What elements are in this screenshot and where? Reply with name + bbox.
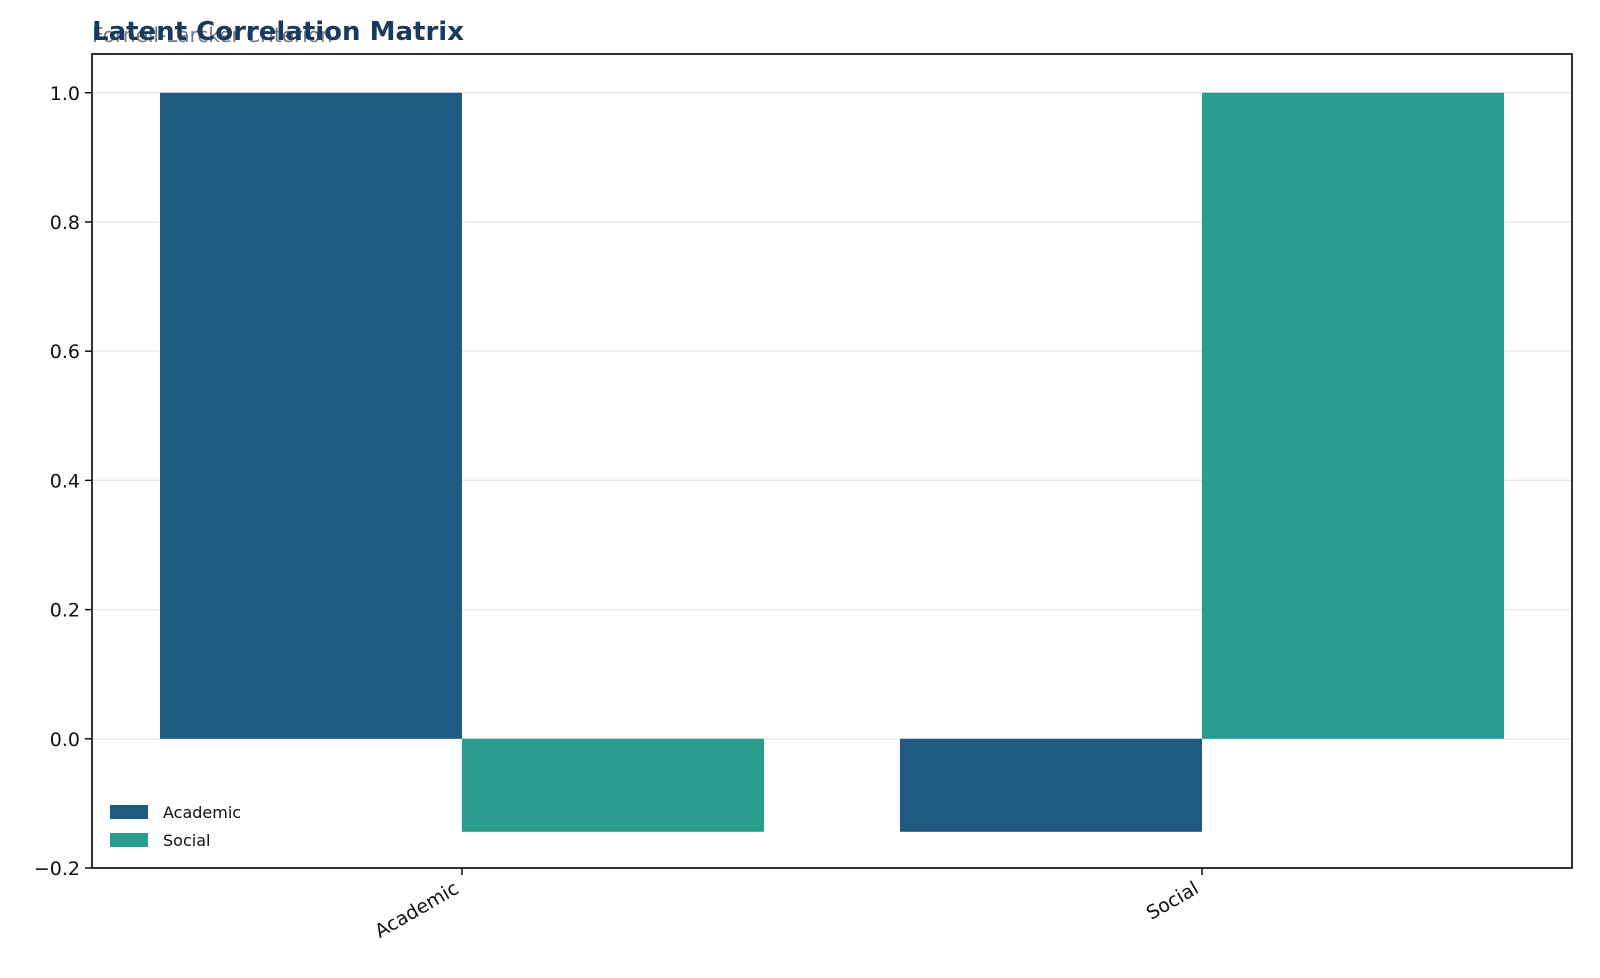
y-tick-label: 0.4 — [50, 470, 80, 492]
chart-title: Latent Correlation Matrix — [92, 17, 464, 47]
plot-frame — [91, 53, 1573, 869]
legend-label: Academic — [163, 803, 241, 822]
bar-academic-academic — [160, 92, 462, 739]
y-tick-label: 1.0 — [50, 83, 80, 105]
bar-social-social — [1202, 92, 1504, 739]
x-tick-label: Academic — [371, 877, 462, 942]
y-tick-label: 0.0 — [50, 729, 80, 751]
legend-swatch — [110, 805, 148, 819]
y-tick-label: 0.8 — [50, 212, 80, 234]
y-axis: −0.2 0.0 0.2 0.4 0.6 0.8 1.0 — [34, 83, 92, 880]
legend: Academic Social — [110, 803, 241, 850]
x-axis: Academic Social — [371, 868, 1203, 943]
bars — [160, 92, 1504, 832]
x-tick-label: Social — [1143, 877, 1203, 924]
bar-social-academic — [462, 738, 764, 832]
legend-swatch — [110, 833, 148, 847]
y-tick-label: 0.2 — [50, 600, 80, 622]
chart-subtitle: Fornell-Larcker Criterion — [92, 23, 333, 47]
y-tick-label: 0.6 — [50, 341, 80, 363]
y-tick-label: −0.2 — [34, 858, 80, 880]
legend-label: Social — [163, 831, 210, 850]
bar-academic-social — [900, 738, 1202, 832]
